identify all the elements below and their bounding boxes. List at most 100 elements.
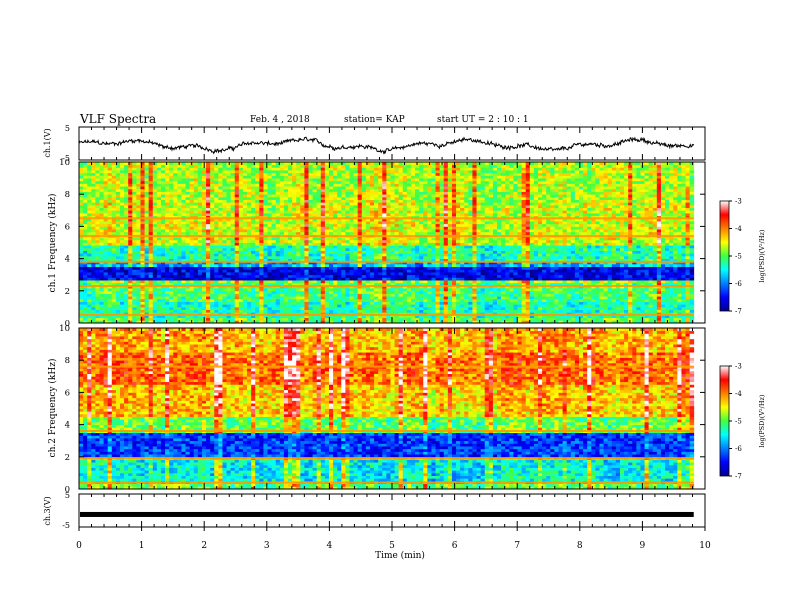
spectrogram-cell	[288, 255, 293, 259]
spectrogram-cell	[275, 306, 281, 310]
spectrogram-cell	[345, 306, 350, 310]
spectrogram-cell	[632, 290, 637, 294]
spectrogram-cell	[230, 263, 236, 268]
spectrogram-cell	[201, 280, 207, 284]
spectrogram-cell	[615, 250, 621, 254]
spectrogram-cell	[435, 296, 441, 300]
spectrogram-cell	[665, 304, 670, 308]
spectrogram-cell	[222, 272, 227, 276]
spectrogram-cell	[488, 317, 494, 321]
spectrogram-cell	[374, 258, 379, 262]
spectrogram-cell	[468, 298, 473, 302]
date-label: Feb. 4 , 2018	[250, 115, 310, 125]
spectrogram-cell	[406, 282, 412, 286]
spectrogram-cell	[509, 258, 514, 262]
spectrogram-cell	[214, 245, 219, 249]
spectrogram-cell	[488, 312, 494, 316]
spectrogram-cell	[472, 296, 477, 300]
spectrogram-cell	[640, 245, 645, 249]
spectrogram-cell	[660, 239, 666, 243]
spectrogram-cell	[79, 301, 84, 305]
spectrogram-cell	[312, 258, 318, 262]
spectrogram-cell	[226, 298, 232, 302]
spectrogram-cell	[324, 290, 330, 294]
spectrogram-cell	[111, 269, 117, 273]
spectrogram-cell	[369, 298, 375, 302]
spectrogram-cell	[148, 309, 154, 313]
spectrogram-cell	[562, 288, 568, 292]
spectrogram-cell	[115, 293, 121, 297]
spectrogram-cell	[140, 296, 145, 300]
spectrogram-cell	[476, 258, 482, 262]
spectrogram-cell	[628, 317, 633, 321]
spectrogram-cell	[484, 288, 490, 292]
spectrogram-cell	[554, 258, 559, 262]
spectrogram-cell	[599, 298, 604, 302]
spectrogram-cell	[599, 242, 604, 246]
spectrogram-cell	[267, 245, 273, 249]
spectrogram-cell	[415, 301, 420, 305]
spectrogram-cell	[443, 258, 449, 262]
spectrogram-cell	[525, 255, 531, 259]
spectrogram-cell	[624, 288, 629, 292]
spectrogram-cell	[607, 296, 613, 300]
spectrogram-cell	[222, 288, 227, 292]
spectrogram-cell	[119, 290, 125, 294]
spectrogram-cell	[603, 247, 609, 251]
spectrogram-cell	[189, 288, 195, 292]
spectrogram-cell	[636, 261, 641, 265]
spectrogram-cell	[144, 282, 150, 286]
spectrogram-cell	[365, 282, 371, 286]
spectrogram-cell	[247, 239, 252, 243]
spectrogram-cell	[242, 312, 248, 316]
spectrogram-cell	[451, 298, 457, 302]
spectrogram-cell	[152, 293, 158, 297]
spectrogram-cell	[296, 306, 301, 310]
spectrogram-cell	[328, 255, 334, 259]
spectrogram-cell	[599, 239, 604, 243]
spectrogram-cell	[615, 247, 621, 251]
spectrogram-cell	[193, 288, 199, 292]
spectrogram-cell	[513, 245, 518, 249]
spectrogram-cell	[578, 266, 584, 270]
spectrogram-cell	[669, 312, 674, 316]
spectrogram-cell	[460, 293, 465, 297]
spectrogram-cell	[607, 277, 613, 281]
spectrogram-cell	[259, 277, 264, 281]
spectrogram-cell	[415, 290, 420, 294]
spectrogram-cell	[603, 282, 609, 286]
spectrogram-cell	[119, 245, 125, 249]
spectrogram-cell	[644, 306, 650, 310]
spectrogram-cell	[554, 280, 559, 284]
spectrogram-cell	[99, 282, 104, 286]
spectrogram-cell	[136, 269, 141, 273]
spectrogram-cell	[263, 250, 268, 254]
spectrogram-cell	[230, 245, 236, 249]
spectrogram-cell	[206, 245, 211, 249]
spectrogram-cell	[513, 255, 518, 259]
spectrogram-cell	[275, 309, 281, 313]
spectrogram-cell	[423, 239, 428, 243]
spectrogram-cell	[111, 255, 117, 259]
spectrogram-cell	[201, 258, 207, 262]
spectrogram-cell	[410, 293, 416, 297]
spectrogram-cell	[193, 277, 199, 281]
spectrogram-cell	[83, 282, 88, 286]
spectrogram-cell	[533, 245, 539, 249]
spectrogram-cell	[619, 272, 625, 276]
spectrogram-cell	[132, 242, 137, 246]
spectrogram-cell	[328, 293, 334, 297]
spectrogram-cell	[115, 320, 121, 324]
spectrogram-cell	[107, 314, 113, 319]
spectrogram-cell	[538, 245, 543, 249]
spectrogram-cell	[99, 253, 104, 257]
spectrogram-cell	[464, 280, 469, 284]
spectrogram-cell	[320, 247, 326, 251]
spectrogram-cell	[640, 277, 645, 281]
spectrogram-cell	[484, 312, 490, 316]
spectrogram-cell	[128, 306, 133, 310]
spectrogram-cell	[415, 293, 420, 297]
spectrogram-cell	[505, 304, 510, 308]
spectrogram-cell	[660, 269, 666, 273]
spectrogram-cell	[263, 274, 268, 278]
